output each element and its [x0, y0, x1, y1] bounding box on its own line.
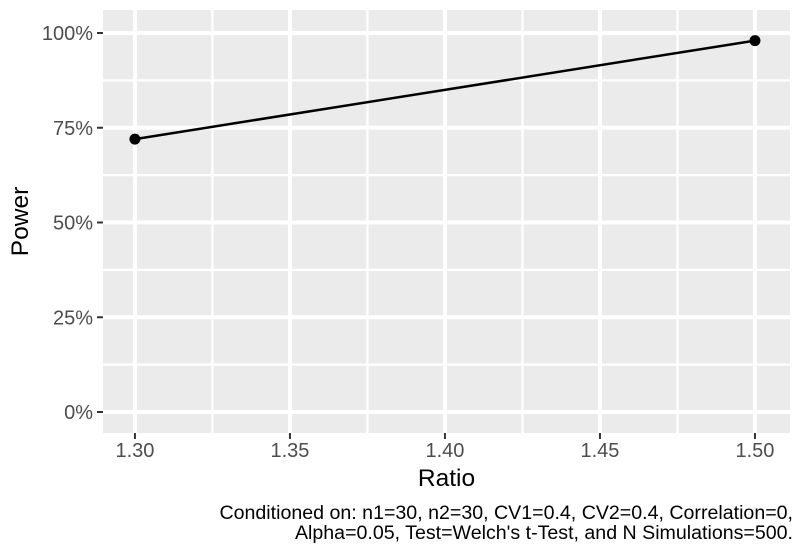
y-axis-title: Power: [7, 187, 34, 256]
x-tick-label: 1.30: [115, 440, 154, 462]
y-tick-label: 100%: [42, 23, 93, 45]
series-line: [134, 39, 756, 141]
x-tick-label: 1.35: [270, 440, 309, 462]
data-point: [749, 35, 761, 47]
data-point: [129, 133, 141, 145]
axis-tick-labels: 1.30 1.35 1.40 1.45 1.50 0% 25% 50% 75% 100%: [42, 23, 775, 462]
x-axis-title: Ratio: [418, 465, 475, 492]
y-tick-label: 75%: [53, 118, 93, 140]
x-tick-label: 1.50: [735, 440, 774, 462]
x-tick-label: 1.45: [580, 440, 619, 462]
y-tick-label: 50%: [53, 213, 93, 235]
major-gridlines: [103, 10, 790, 433]
axis-tick-marks: [97, 32, 756, 439]
x-tick-label: 1.40: [425, 440, 464, 462]
y-tick-label: 0%: [64, 402, 93, 424]
chart-caption-line2: Alpha=0.05, Test=Welch's t-Test, and N S…: [295, 522, 793, 544]
chart-caption-line1: Conditioned on: n1=30, n2=30, CV1=0.4, C…: [219, 502, 793, 524]
series-layer: [129, 35, 761, 145]
y-tick-label: 25%: [53, 307, 93, 329]
